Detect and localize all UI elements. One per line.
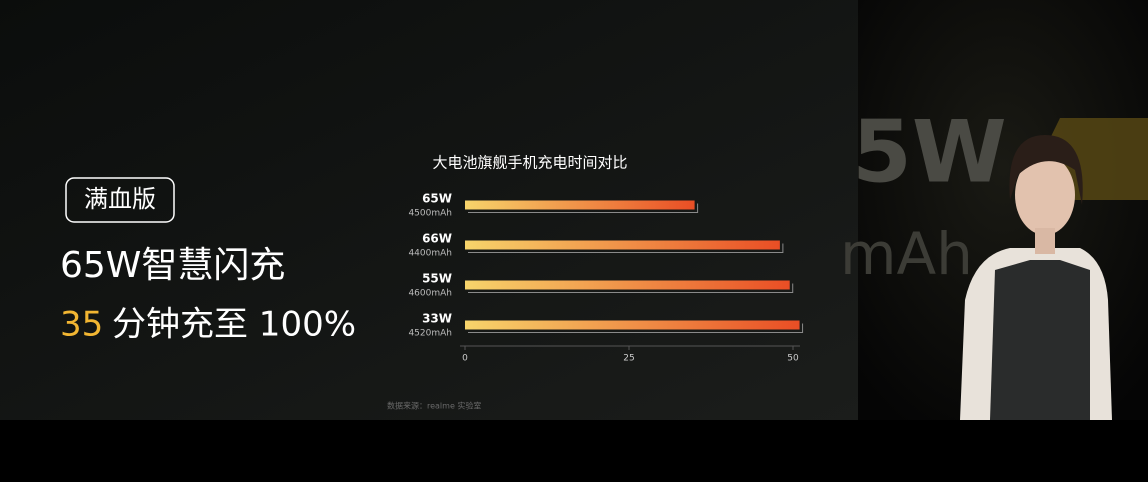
x-tick-label: 50 [787,354,799,364]
source: 数据来源：realme 实验室 [387,401,481,411]
backdrop-subtext: mAh [840,220,973,288]
category-label: 66W [422,232,452,246]
presenter [960,135,1112,420]
bar [465,320,800,330]
category-sublabel: 4400mAh [408,249,452,259]
x-tick-label: 0 [462,354,468,364]
category-label: 55W [422,272,452,286]
highlight-number: 35 [60,305,103,345]
bar [465,280,790,290]
backdrop-text: 5W [852,102,1007,202]
bar-shadow [468,283,794,293]
chart-title: 大电池旗舰手机充电时间对比 [432,154,627,172]
category-sublabel: 4500mAh [408,209,452,219]
category-label: 33W [422,312,452,326]
highlight-text: 分钟充至 100% [112,305,356,345]
bar [465,240,780,250]
category-sublabel: 4520mAh [408,329,452,339]
x-tick-label: 25 [623,354,634,364]
bar-shadow [468,203,699,213]
badge-frame [65,177,175,223]
slide [0,0,858,420]
bar [465,200,695,210]
category-sublabel: 4600mAh [408,289,452,299]
headline: 65W智慧闪充 [60,245,285,286]
bar-shadow [468,243,784,253]
category-label: 65W [422,192,452,206]
badge: 满血版 [84,185,156,213]
bar-shadow [468,323,804,333]
